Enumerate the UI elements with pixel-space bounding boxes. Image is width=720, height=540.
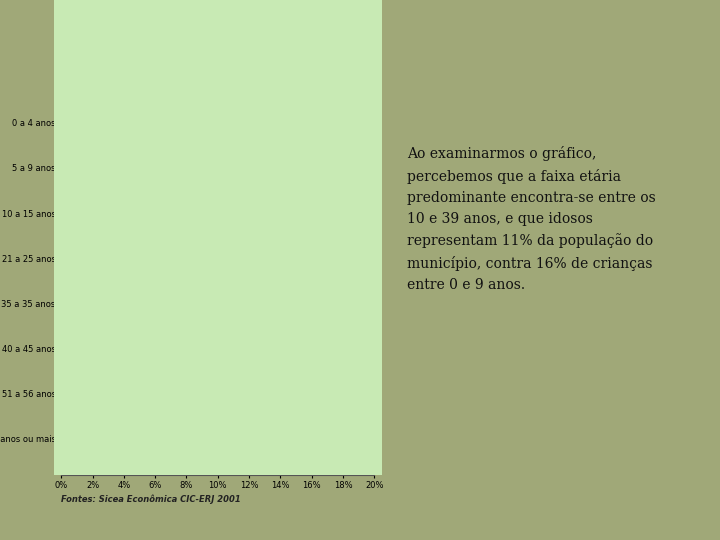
- Bar: [61, 220, 320, 232]
- Bar: [61, 162, 179, 174]
- Bar: [61, 446, 233, 457]
- Bar: [61, 375, 194, 387]
- Bar: [61, 355, 233, 367]
- Bar: [61, 117, 184, 129]
- Bar: [61, 174, 184, 186]
- Bar: [61, 265, 304, 276]
- Bar: [61, 388, 184, 400]
- Bar: [61, 207, 312, 219]
- Bar: [61, 401, 189, 413]
- Bar: [61, 433, 225, 445]
- Bar: [61, 149, 186, 161]
- Text: Ao examinarmos o gráfico,
percebemos que a faixa etária
predominante encontra-se: Ao examinarmos o gráfico, percebemos que…: [407, 146, 655, 293]
- Legend: Petrópolis, Região Serrana, Estado: Petrópolis, Região Serrana, Estado: [63, 25, 287, 43]
- Bar: [61, 421, 237, 432]
- Bar: [61, 330, 241, 342]
- Bar: [61, 310, 265, 322]
- Title: Distribuição da População: Distribuição da População: [127, 71, 309, 84]
- Bar: [61, 240, 312, 252]
- Bar: [61, 194, 351, 206]
- Bar: [61, 130, 186, 141]
- Bar: [61, 252, 296, 264]
- Bar: [61, 104, 189, 116]
- Bar: [61, 298, 261, 309]
- Bar: [61, 285, 273, 296]
- Text: Fontes: Sicea Econômica CIC-ERJ 2001: Fontes: Sicea Econômica CIC-ERJ 2001: [61, 495, 241, 504]
- Bar: [61, 343, 230, 354]
